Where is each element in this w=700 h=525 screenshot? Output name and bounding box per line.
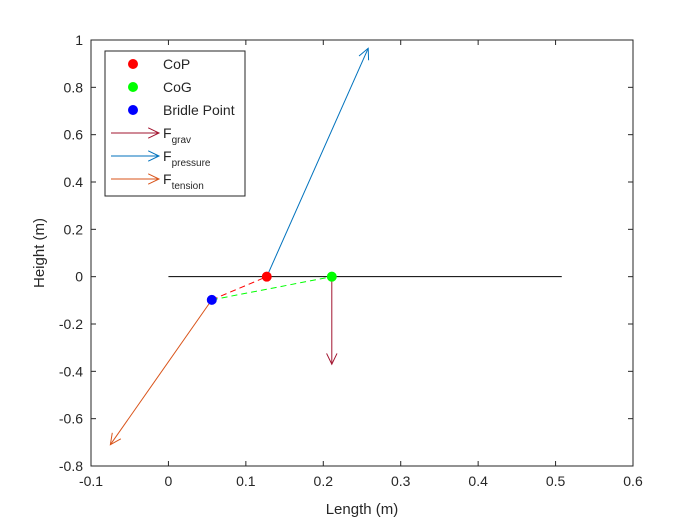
legend-box <box>104 50 246 197</box>
legend-label: Fpressure <box>163 148 211 169</box>
legend-arrowhead <box>147 173 161 185</box>
legend-label: Fgrav <box>163 125 191 146</box>
vector-shaft <box>109 299 213 445</box>
y-axis-label: Height (m) <box>31 218 48 288</box>
vector-shaft <box>266 48 369 277</box>
legend-item: CoP <box>128 56 190 72</box>
y-tick-label: -0.4 <box>59 363 83 379</box>
legend-label: Bridle Point <box>163 102 235 118</box>
legend-label: Ftension <box>163 171 204 192</box>
legend-marker <box>128 105 138 115</box>
legend-item: Bridle Point <box>128 102 235 118</box>
x-tick-label: 0.4 <box>468 473 488 489</box>
point-cog <box>326 271 337 282</box>
point-bridle-point <box>206 294 217 305</box>
x-tick-label: 0.2 <box>314 473 334 489</box>
y-tick-label: 0 <box>75 269 83 285</box>
legend-arrowhead <box>147 127 161 139</box>
legend-item: Ftension <box>111 171 204 192</box>
point-cop <box>261 271 272 282</box>
y-tick-label: -0.2 <box>59 316 83 332</box>
x-tick-label: 0 <box>165 473 173 489</box>
vector-grav <box>326 276 338 366</box>
legend-marker <box>128 82 138 92</box>
vector-arrowhead <box>109 432 122 446</box>
vector-tension <box>109 299 213 446</box>
vector-arrowhead <box>358 47 370 61</box>
vector-arrowhead <box>326 353 338 366</box>
x-tick-label: 0.3 <box>391 473 411 489</box>
y-tick-label: -0.8 <box>59 458 83 474</box>
legend-label: CoP <box>163 56 190 72</box>
x-tick-label: -0.1 <box>79 473 103 489</box>
y-tick-label: 0.8 <box>64 79 84 95</box>
vector-pressure <box>266 47 370 277</box>
legend-marker <box>128 59 138 69</box>
x-tick-label: 0.5 <box>546 473 566 489</box>
x-tick-label: 0.1 <box>236 473 256 489</box>
y-tick-label: -0.6 <box>59 411 83 427</box>
y-tick-label: 1 <box>75 32 83 48</box>
ticks-layer: -0.1 0 0.1 0.2 0.3 0.4 0.5 0.6 1 0.8 0.6 0.4 0.2 0 -0.… <box>59 32 643 489</box>
legend-label: CoG <box>163 79 192 95</box>
legend-item: Fgrav <box>111 125 191 146</box>
x-tick-label: 0.6 <box>623 473 643 489</box>
y-tick-label: 0.2 <box>64 221 84 237</box>
dashed-link <box>211 276 332 301</box>
marks-layer <box>109 47 562 446</box>
y-tick-label: 0.6 <box>64 127 84 143</box>
y-tick-label: 0.4 <box>64 174 84 190</box>
legend-item: Fpressure <box>111 148 211 169</box>
legend-item: CoG <box>128 79 192 95</box>
x-axis-label: Length (m) <box>326 501 399 518</box>
legend-arrowhead <box>147 150 161 162</box>
